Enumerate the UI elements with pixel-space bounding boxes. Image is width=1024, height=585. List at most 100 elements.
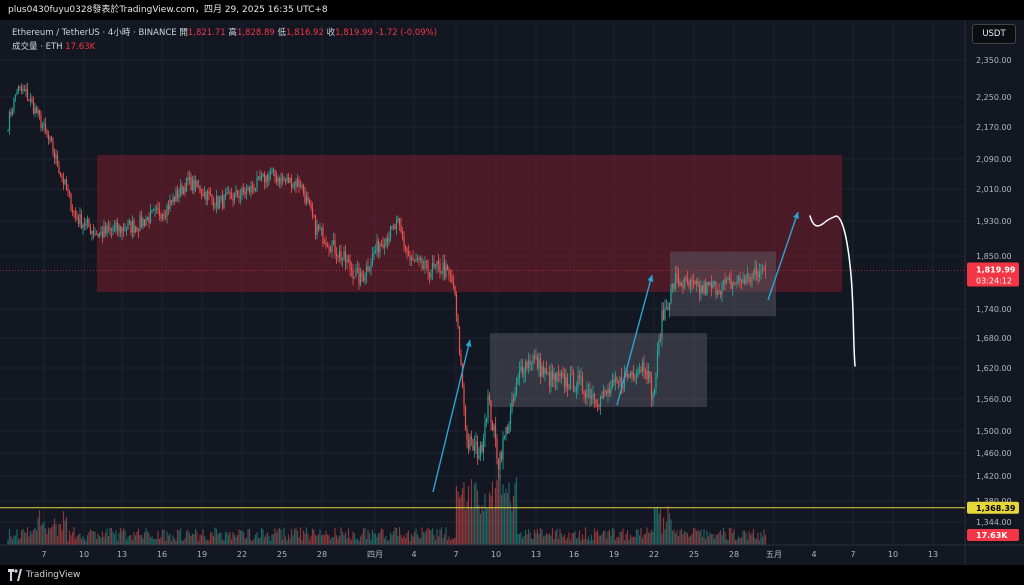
x-tick-label: 4 [411,550,416,559]
volume-bar [121,531,123,545]
volume-bar [187,529,189,545]
annotation-zones [97,155,842,407]
x-tick-label: 22 [649,550,659,559]
volume-bar [335,535,338,545]
candle-body [577,375,579,388]
candle-body [668,302,671,310]
candle-body [691,280,693,282]
current-price-tag: 1,819.99 [976,265,1016,274]
price-axis[interactable]: 2,350.00 2,250.00 2,170.00 2,090.00 2,010.00… [964,20,1012,565]
candle-body [122,227,125,231]
candle-body [305,196,308,203]
candle-body [203,192,206,197]
volume-bar [623,540,626,545]
volume-bar [89,529,92,545]
arrow-2 [616,274,653,406]
volume-bar [247,529,249,545]
candle-body [155,207,158,210]
candle-body [55,155,57,158]
volume-bar [185,531,188,545]
volume-bar [56,536,59,545]
candle-body [314,215,317,236]
volume-bar [193,533,195,545]
candle-body [242,187,245,192]
candle-body [746,273,749,275]
y-tick-label: 1,850.00 [976,252,1012,261]
volume-bar [484,493,486,545]
candle-body [514,392,516,401]
volume-bar [286,540,288,545]
candle-body [172,196,174,202]
candle-body [283,179,285,181]
candle-body [508,423,510,434]
volume-bar [278,527,281,545]
volume-bar [350,540,353,545]
volume-bar [718,532,720,545]
candle-body [497,458,500,470]
candle-body [392,225,395,227]
candle-body [16,91,18,95]
candle-body [175,190,177,202]
candle-body [542,366,545,374]
candle-body [19,86,21,88]
volume-bar [665,521,668,545]
volume-bar [77,534,80,545]
candle-body [427,261,429,273]
candle-body [635,376,638,379]
price-chart[interactable]: 2,350.00 2,250.00 2,170.00 2,090.00 2,010.00… [0,20,1024,565]
volume-bar [143,532,146,545]
candle-body [424,260,426,269]
candle-body [551,371,554,380]
candle-body [437,261,440,264]
candle-body [737,276,740,282]
candle-body [629,373,632,376]
volume-bar [164,540,167,545]
volume-bar [643,534,645,545]
volume-bar [190,535,192,545]
candle-body [284,179,287,181]
candle-body [296,179,299,187]
candle-body [289,177,291,183]
volume-bar [101,531,104,545]
volume-bar [140,534,143,545]
legend-close-value: 1,819.99 [335,28,373,38]
volume-bar [608,529,611,545]
candle-body [536,356,539,369]
x-tick-label: 4 [811,550,816,559]
candle-body [160,215,162,219]
candle-body [329,248,332,252]
volume-bar [224,531,227,545]
candle-body [620,376,623,388]
candle-body [287,177,290,183]
currency-button[interactable]: USDT [972,24,1016,44]
candle-body [632,372,635,379]
volume-bar [446,540,449,545]
candle-body [221,196,224,208]
drawings [432,211,856,493]
candle-body [554,373,557,382]
arrow-1 [432,339,471,493]
volume-bar [385,536,387,545]
volume-bar [514,483,516,545]
y-tick-label: 2,010.00 [976,185,1012,194]
candle-body [317,225,320,230]
candle-body [763,269,765,271]
candle-body [565,377,567,387]
volume-bar [463,481,465,545]
chart-panel[interactable]: 2,350.00 2,250.00 2,170.00 2,090.00 2,010.00… [0,20,1024,565]
volume-bar [137,528,140,545]
candle-body [478,455,480,459]
candle-body [436,261,438,266]
candle-body [125,229,128,231]
volume-bar [545,532,548,545]
candle-body [292,184,294,189]
time-axis[interactable]: 7 10 13 16 19 22 25 28 四月 4 7 10 13 16 19 22 25 28 五月 4 7 10 1… [0,544,1024,559]
candle-body [158,209,161,216]
volume-bar [34,527,36,545]
candle-body [745,274,747,284]
candle-body [589,389,591,399]
candle-body [70,193,72,210]
volume-bar [307,534,309,545]
candle-body [340,251,342,260]
volume-bar [115,530,117,545]
